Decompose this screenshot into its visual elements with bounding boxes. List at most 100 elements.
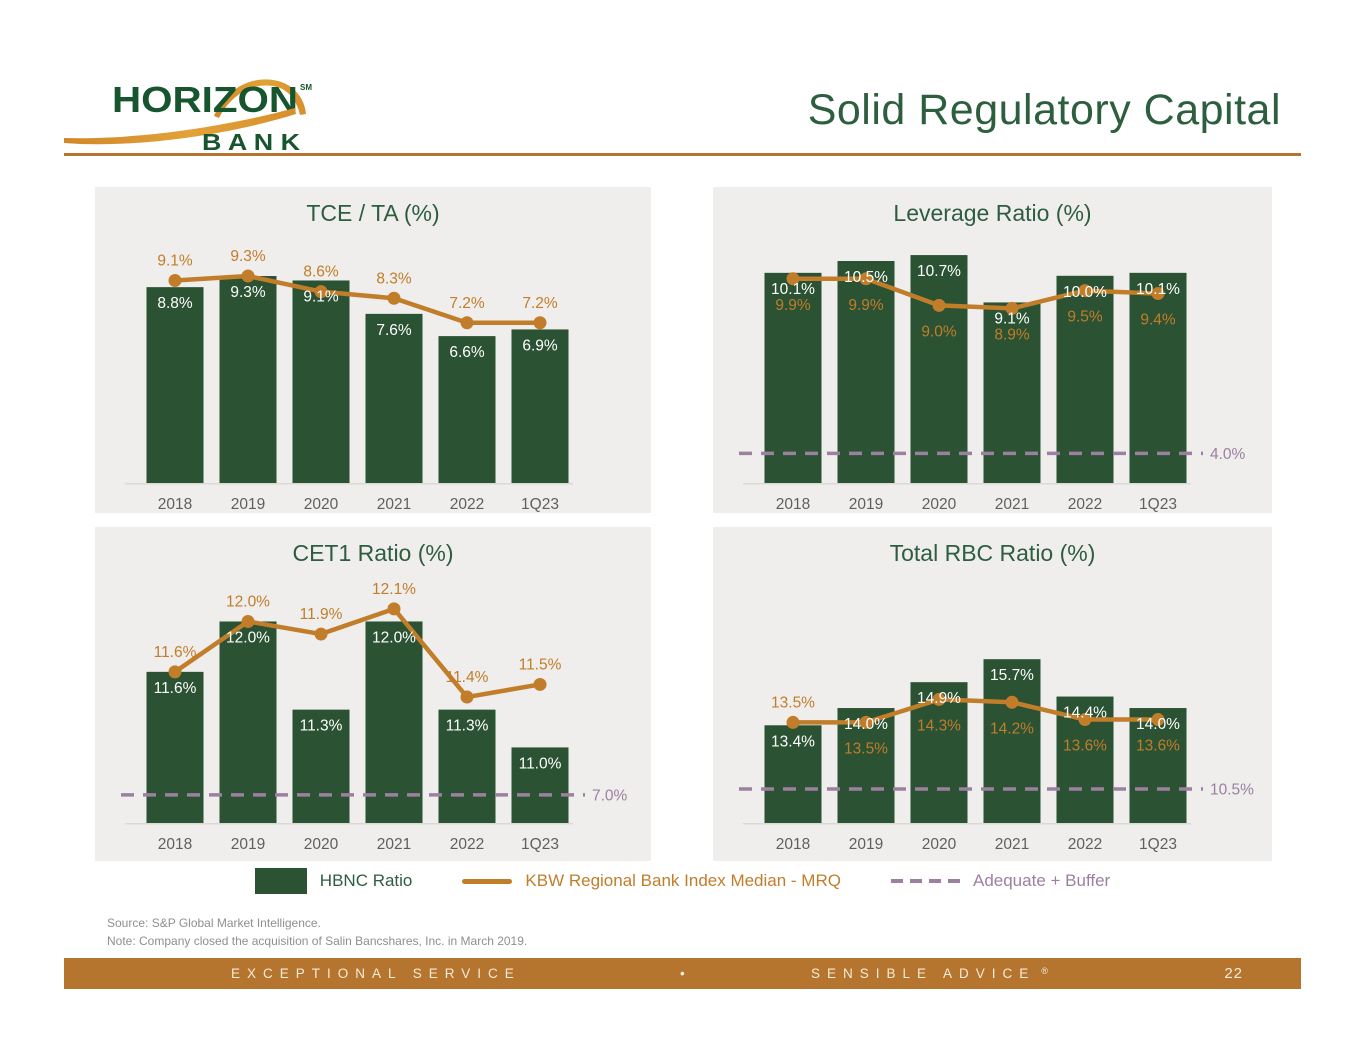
chart-title: Leverage Ratio (%) [893, 200, 1092, 226]
svg-text:9.4%: 9.4% [1140, 312, 1176, 329]
svg-text:1Q23: 1Q23 [1139, 836, 1177, 853]
svg-text:4.0%: 4.0% [1210, 446, 1246, 463]
svg-text:2019: 2019 [231, 496, 265, 513]
svg-text:7.0%: 7.0% [592, 787, 628, 804]
svg-text:2021: 2021 [995, 836, 1029, 853]
svg-text:12.0%: 12.0% [226, 593, 270, 610]
chart-cet1-ratio: CET1 Ratio (%) 7.0% 11.6% 12.0% 11.3% 12.0% 1… [95, 527, 651, 861]
svg-text:11.6%: 11.6% [154, 680, 197, 697]
svg-text:9.9%: 9.9% [848, 297, 884, 314]
chart-title: Total RBC Ratio (%) [889, 540, 1096, 566]
svg-text:9.9%: 9.9% [775, 297, 811, 314]
chart-tce-ta: TCE / TA (%) 8.8% 9.3% 9.1% 7.6% 6.6% 6.9% 9.1… [95, 187, 651, 513]
footer-bar: EXCEPTIONAL SERVICE • SENSIBLE ADVICE ® 2… [64, 958, 1301, 989]
svg-text:2020: 2020 [304, 836, 339, 853]
svg-text:2020: 2020 [922, 496, 957, 513]
footer-separator: • [680, 966, 692, 981]
chart-plot: 8.8% 9.3% 9.1% 7.6% 6.6% 6.9% 9.1% 9.3% 8.6% 8.3%… [95, 187, 651, 513]
svg-text:10.0%: 10.0% [1063, 284, 1107, 301]
svg-text:10.5%: 10.5% [1210, 781, 1254, 798]
svg-text:2021: 2021 [377, 496, 411, 513]
logo-arc-swoosh-icon [214, 79, 306, 118]
svg-text:1Q23: 1Q23 [1139, 496, 1177, 513]
svg-text:10.1%: 10.1% [771, 281, 815, 298]
svg-text:11.3%: 11.3% [446, 718, 489, 735]
logo-trademark: SM [300, 83, 312, 92]
svg-text:6.9%: 6.9% [522, 337, 558, 354]
svg-text:9.1%: 9.1% [303, 288, 339, 305]
svg-text:7.2%: 7.2% [522, 295, 558, 312]
svg-text:2020: 2020 [304, 496, 339, 513]
svg-text:9.5%: 9.5% [1067, 309, 1103, 326]
page-title: Solid Regulatory Capital [807, 86, 1281, 134]
svg-text:2022: 2022 [1068, 496, 1102, 513]
svg-text:14.0%: 14.0% [844, 716, 888, 733]
svg-text:12.0%: 12.0% [226, 629, 270, 646]
svg-text:11.4%: 11.4% [446, 669, 489, 686]
svg-text:1Q23: 1Q23 [521, 496, 559, 513]
svg-text:14.3%: 14.3% [917, 717, 961, 734]
svg-text:2018: 2018 [158, 836, 192, 853]
svg-text:2021: 2021 [377, 836, 411, 853]
svg-text:2021: 2021 [995, 496, 1029, 513]
header-rule [64, 153, 1301, 156]
logo-sub-wordmark: B A N K [202, 129, 300, 155]
svg-text:2022: 2022 [1068, 836, 1102, 853]
legend: HBNC Ratio KBW Regional Bank Index Media… [0, 868, 1365, 894]
legend-label: KBW Regional Bank Index Median - MRQ [525, 871, 841, 890]
svg-text:8.6%: 8.6% [303, 264, 339, 281]
svg-text:2019: 2019 [849, 496, 883, 513]
logo-underline-swoosh-icon [64, 108, 296, 145]
svg-text:14.9%: 14.9% [917, 690, 961, 707]
bar-swatch-icon [254, 868, 307, 894]
svg-text:9.0%: 9.0% [921, 323, 957, 340]
legend-item-hbnc-ratio: HBNC Ratio [254, 868, 413, 894]
svg-text:13.5%: 13.5% [771, 694, 815, 711]
chart-title: CET1 Ratio (%) [292, 540, 454, 566]
svg-text:2018: 2018 [158, 496, 192, 513]
svg-text:2020: 2020 [922, 836, 957, 853]
svg-text:11.9%: 11.9% [300, 606, 343, 623]
svg-text:15.7%: 15.7% [990, 667, 1034, 684]
svg-text:13.4%: 13.4% [771, 733, 815, 750]
svg-text:1Q23: 1Q23 [521, 836, 559, 853]
svg-text:2022: 2022 [450, 836, 484, 853]
legend-label: Adequate + Buffer [972, 871, 1111, 890]
svg-text:13.6%: 13.6% [1136, 738, 1180, 755]
svg-text:13.5%: 13.5% [844, 740, 888, 757]
chart-leverage-ratio: Leverage Ratio (%) 4.0% 10.1% 10.5% 10.7% 9.… [713, 187, 1272, 513]
legend-label: HBNC Ratio [319, 871, 413, 890]
footnotes: Source: S&P Global Market Intelligence. … [107, 914, 527, 950]
svg-text:9.3%: 9.3% [230, 284, 266, 301]
svg-text:11.5%: 11.5% [519, 656, 562, 673]
chart-plot: 4.0% 10.1% 10.5% 10.7% 9.1% 10.0% 10.1% 9.9% 9.9… [713, 187, 1272, 513]
svg-text:14.4%: 14.4% [1063, 705, 1107, 722]
chart-total-rbc-ratio: Total RBC Ratio (%) 10.5% 13.4% 14.0% 14.9%… [713, 527, 1272, 861]
horizon-bank-logo: HORIZON SM B A N K [64, 79, 312, 155]
svg-text:12.1%: 12.1% [372, 581, 416, 598]
footer-left-tagline: EXCEPTIONAL SERVICE [231, 966, 521, 981]
svg-text:9.3%: 9.3% [230, 248, 266, 265]
legend-item-adequate-buffer: Adequate + Buffer [890, 871, 1111, 891]
svg-text:12.0%: 12.0% [372, 629, 416, 646]
chart-title: TCE / TA (%) [306, 200, 440, 226]
line-swatch-icon [462, 878, 513, 884]
svg-text:9.1%: 9.1% [157, 252, 193, 269]
svg-text:14.2%: 14.2% [990, 720, 1034, 737]
svg-text:8.9%: 8.9% [994, 326, 1030, 343]
svg-text:7.6%: 7.6% [376, 322, 412, 339]
dash-swatch-icon [890, 879, 960, 883]
svg-text:6.6%: 6.6% [449, 344, 485, 361]
svg-text:2022: 2022 [450, 496, 484, 513]
svg-text:8.3%: 8.3% [376, 270, 412, 287]
svg-text:7.2%: 7.2% [449, 295, 485, 312]
acquisition-note: Note: Company closed the acquisition of … [107, 934, 528, 948]
svg-text:10.7%: 10.7% [917, 263, 961, 280]
svg-text:14.0%: 14.0% [1136, 716, 1180, 733]
source-note: Source: S&P Global Market Intelligence. [107, 916, 321, 930]
svg-text:10.5%: 10.5% [844, 269, 888, 286]
svg-text:9.1%: 9.1% [994, 310, 1030, 327]
footer-right-tagline: SENSIBLE ADVICE ® [811, 966, 1048, 981]
chart-plot: 7.0% 11.6% 12.0% 11.3% 12.0% 11.3% 11.0% 11.6% 1… [95, 527, 651, 861]
